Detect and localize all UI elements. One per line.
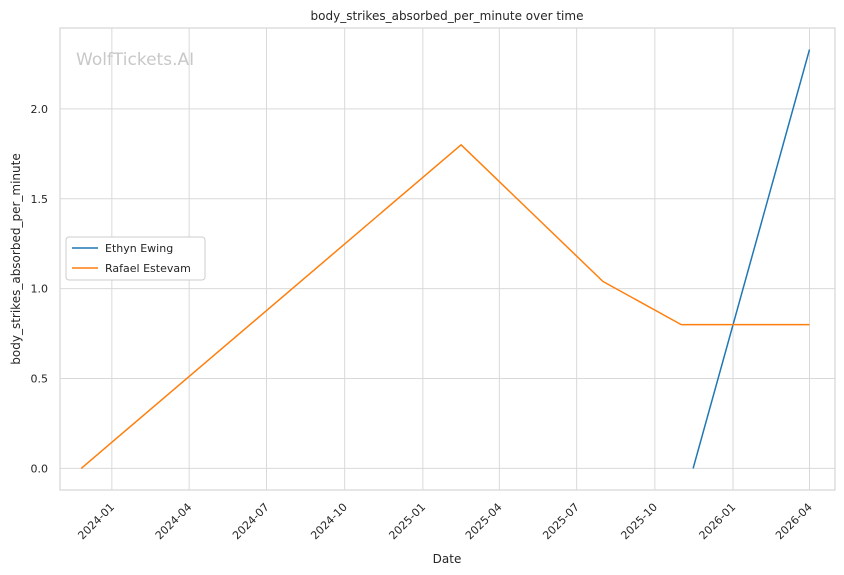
y-tick-label: 2.0 bbox=[31, 103, 49, 116]
x-tick-label: 2026-01 bbox=[697, 501, 739, 543]
y-tick-labels: 0.0 0.5 1.0 1.5 2.0 bbox=[31, 103, 49, 476]
grid bbox=[60, 28, 835, 490]
series-line-ethyn-ewing bbox=[692, 49, 811, 469]
x-tick-label: 2026-04 bbox=[773, 501, 815, 543]
y-tick-label: 0.0 bbox=[31, 462, 49, 475]
x-tick-labels: 2024-01 2024-04 2024-07 2024-10 2025-01 2025-… bbox=[75, 501, 814, 543]
x-tick-label: 2024-04 bbox=[153, 501, 195, 543]
x-tick-label: 2025-04 bbox=[463, 501, 505, 543]
x-tick-label: 2025-10 bbox=[618, 501, 660, 543]
y-tick-label: 1.0 bbox=[31, 283, 49, 296]
x-tick-label: 2025-01 bbox=[386, 501, 428, 543]
watermark: WolfTickets.AI bbox=[76, 50, 194, 70]
legend: Ethyn Ewing Rafael Estevam bbox=[65, 236, 206, 281]
series-line-rafael-estevam bbox=[80, 144, 810, 469]
legend-label-ethyn-ewing: Ethyn Ewing bbox=[105, 242, 173, 255]
legend-box bbox=[65, 236, 206, 281]
chart-title: body_strikes_absorbed_per_minute over ti… bbox=[311, 9, 584, 23]
y-tick-label: 0.5 bbox=[31, 373, 49, 386]
x-tick-label: 2024-07 bbox=[230, 501, 272, 543]
x-axis-label: Date bbox=[433, 552, 462, 566]
y-tick-label: 1.5 bbox=[31, 193, 49, 206]
legend-label-rafael-estevam: Rafael Estevam bbox=[105, 262, 191, 275]
x-tick-label: 2025-07 bbox=[540, 501, 582, 543]
x-tick-label: 2024-10 bbox=[308, 501, 350, 543]
y-axis-label: body_strikes_absorbed_per_minute bbox=[9, 153, 23, 364]
series-lines bbox=[80, 49, 811, 469]
x-tick-label: 2024-01 bbox=[75, 501, 117, 543]
